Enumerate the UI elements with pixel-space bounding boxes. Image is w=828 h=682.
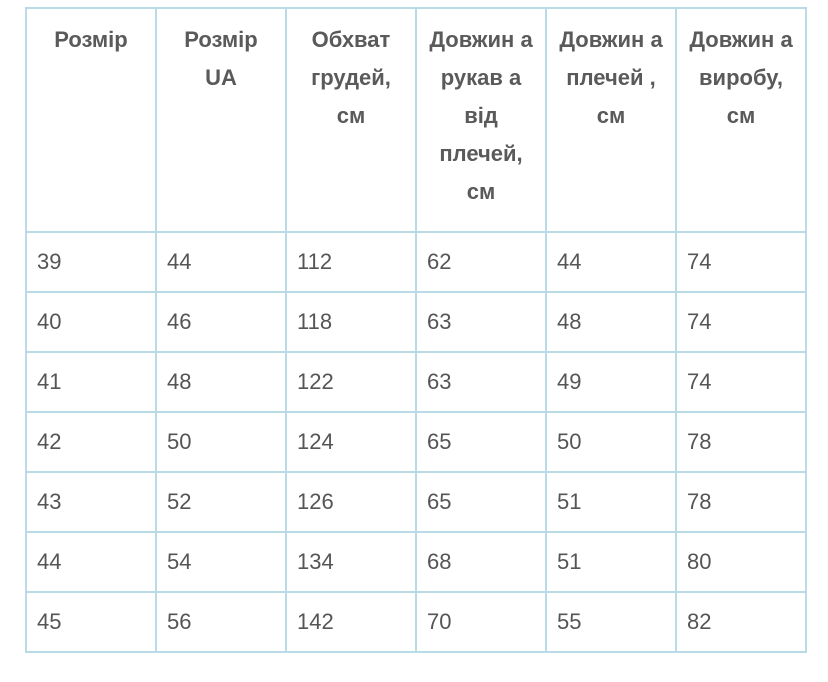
header-sleeve-length: Довжин а рукав а від плечей, см: [415, 7, 547, 233]
cell-size-ua: 54: [155, 531, 287, 593]
cell-garment-length: 74: [675, 351, 807, 413]
header-size-ua: Розмір UA: [155, 7, 287, 233]
cell-size: 43: [25, 471, 157, 533]
cell-chest: 112: [285, 231, 417, 293]
cell-sleeve-length: 68: [415, 531, 547, 593]
cell-sleeve-length: 65: [415, 471, 547, 533]
cell-size: 45: [25, 591, 157, 653]
cell-garment-length: 74: [675, 291, 807, 353]
table-row: 41 48 122 63 49 74: [25, 351, 807, 413]
cell-shoulder-length: 44: [545, 231, 677, 293]
cell-shoulder-length: 48: [545, 291, 677, 353]
cell-size: 40: [25, 291, 157, 353]
cell-chest: 142: [285, 591, 417, 653]
cell-chest: 124: [285, 411, 417, 473]
cell-garment-length: 82: [675, 591, 807, 653]
table-row: 45 56 142 70 55 82: [25, 591, 807, 653]
cell-size-ua: 52: [155, 471, 287, 533]
cell-size-ua: 56: [155, 591, 287, 653]
header-size: Розмір: [25, 7, 157, 233]
cell-size: 44: [25, 531, 157, 593]
cell-sleeve-length: 70: [415, 591, 547, 653]
table-row: 43 52 126 65 51 78: [25, 471, 807, 533]
size-chart-table: Розмір Розмір UA Обхват грудей, см Довжи…: [25, 7, 807, 653]
cell-shoulder-length: 51: [545, 471, 677, 533]
table-row: 44 54 134 68 51 80: [25, 531, 807, 593]
cell-shoulder-length: 55: [545, 591, 677, 653]
header-garment-length: Довжин а виробу, см: [675, 7, 807, 233]
cell-size-ua: 48: [155, 351, 287, 413]
header-chest: Обхват грудей, см: [285, 7, 417, 233]
cell-shoulder-length: 49: [545, 351, 677, 413]
cell-garment-length: 74: [675, 231, 807, 293]
cell-chest: 134: [285, 531, 417, 593]
cell-size: 42: [25, 411, 157, 473]
cell-size-ua: 46: [155, 291, 287, 353]
cell-size: 39: [25, 231, 157, 293]
cell-sleeve-length: 63: [415, 351, 547, 413]
cell-chest: 122: [285, 351, 417, 413]
cell-size-ua: 50: [155, 411, 287, 473]
header-row: Розмір Розмір UA Обхват грудей, см Довжи…: [25, 7, 807, 233]
cell-size: 41: [25, 351, 157, 413]
cell-garment-length: 78: [675, 411, 807, 473]
cell-sleeve-length: 62: [415, 231, 547, 293]
cell-size-ua: 44: [155, 231, 287, 293]
cell-shoulder-length: 50: [545, 411, 677, 473]
cell-sleeve-length: 65: [415, 411, 547, 473]
table-row: 40 46 118 63 48 74: [25, 291, 807, 353]
cell-chest: 118: [285, 291, 417, 353]
table-row: 39 44 112 62 44 74: [25, 231, 807, 293]
table-row: 42 50 124 65 50 78: [25, 411, 807, 473]
cell-chest: 126: [285, 471, 417, 533]
cell-garment-length: 80: [675, 531, 807, 593]
header-shoulder-length: Довжин а плечей , см: [545, 7, 677, 233]
cell-sleeve-length: 63: [415, 291, 547, 353]
cell-garment-length: 78: [675, 471, 807, 533]
cell-shoulder-length: 51: [545, 531, 677, 593]
